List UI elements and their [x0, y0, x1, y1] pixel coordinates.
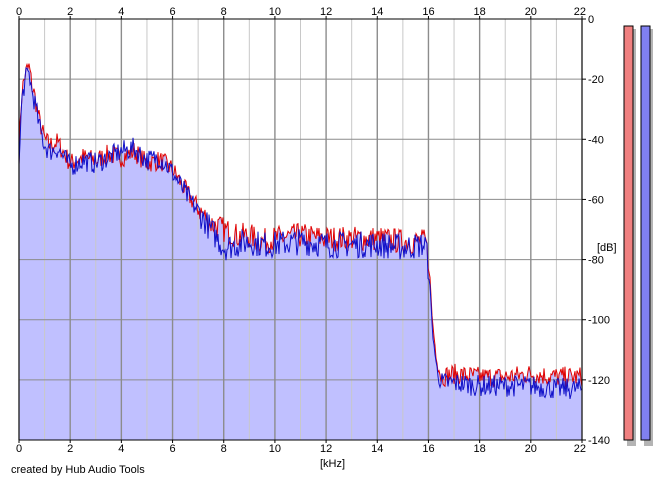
- x-tick-label-bottom: 22: [574, 443, 586, 455]
- plot-frame: [18, 18, 583, 441]
- series-line-left-channel: [18, 62, 583, 388]
- x-tick-label-bottom: 12: [320, 443, 332, 455]
- y-axis-label: [dB]: [597, 242, 617, 254]
- x-tick-label-bottom: 4: [118, 443, 124, 455]
- x-tick-label-top: 22: [574, 6, 586, 18]
- y-tick-label: -100: [588, 315, 610, 327]
- x-tick-label-top: 18: [474, 6, 486, 18]
- series-line-right-channel: [18, 67, 583, 400]
- x-tick-label-top: 6: [169, 6, 175, 18]
- x-tick-label-top: 20: [525, 6, 537, 18]
- grid-lines: [18, 18, 583, 441]
- x-tick-label-bottom: 8: [221, 443, 227, 455]
- x-tick-label-bottom: 2: [67, 443, 73, 455]
- x-axis-bottom-ticks: 0 2 4 6 8 10 12 14 16 18 20 22: [16, 440, 586, 455]
- x-tick-label-top: 12: [320, 6, 332, 18]
- x-tick-label-bottom: 6: [169, 443, 175, 455]
- y-tick-label: 0: [588, 14, 594, 26]
- x-tick-label-top: 16: [422, 6, 434, 18]
- y-tick-label: -20: [588, 74, 604, 86]
- x-axis-label: [kHz]: [320, 458, 345, 470]
- level-meter-right: [640, 25, 651, 441]
- y-tick-label: -80: [588, 255, 604, 267]
- x-tick-label-bottom: 18: [474, 443, 486, 455]
- level-meter-left: [623, 25, 634, 441]
- y-tick-label: -40: [588, 134, 604, 146]
- x-tick-label-bottom: 16: [422, 443, 434, 455]
- x-tick-label-bottom: 20: [525, 443, 537, 455]
- x-tick-label-bottom: 10: [269, 443, 281, 455]
- x-axis-top-ticks: 0 2 4 6 8 10 12 14 16 18 20 22: [16, 6, 586, 19]
- x-tick-label-top: 14: [371, 6, 383, 18]
- y-axis-ticks: 0 -20 -40 -60 -80 -100 -120 -140: [582, 14, 610, 447]
- x-tick-label-top: 8: [221, 6, 227, 18]
- x-tick-label-bottom: 14: [371, 443, 383, 455]
- x-tick-label-bottom: 0: [16, 443, 22, 455]
- level-meters: [623, 25, 653, 446]
- x-tick-label-top: 2: [67, 6, 73, 18]
- y-tick-label: -60: [588, 194, 604, 206]
- y-tick-label: -120: [588, 375, 610, 387]
- y-tick-label: -140: [588, 435, 610, 447]
- x-tick-label-top: 0: [16, 6, 22, 18]
- x-tick-label-top: 10: [269, 6, 281, 18]
- credit-text: created by Hub Audio Tools: [11, 464, 145, 476]
- x-tick-label-top: 4: [118, 6, 124, 18]
